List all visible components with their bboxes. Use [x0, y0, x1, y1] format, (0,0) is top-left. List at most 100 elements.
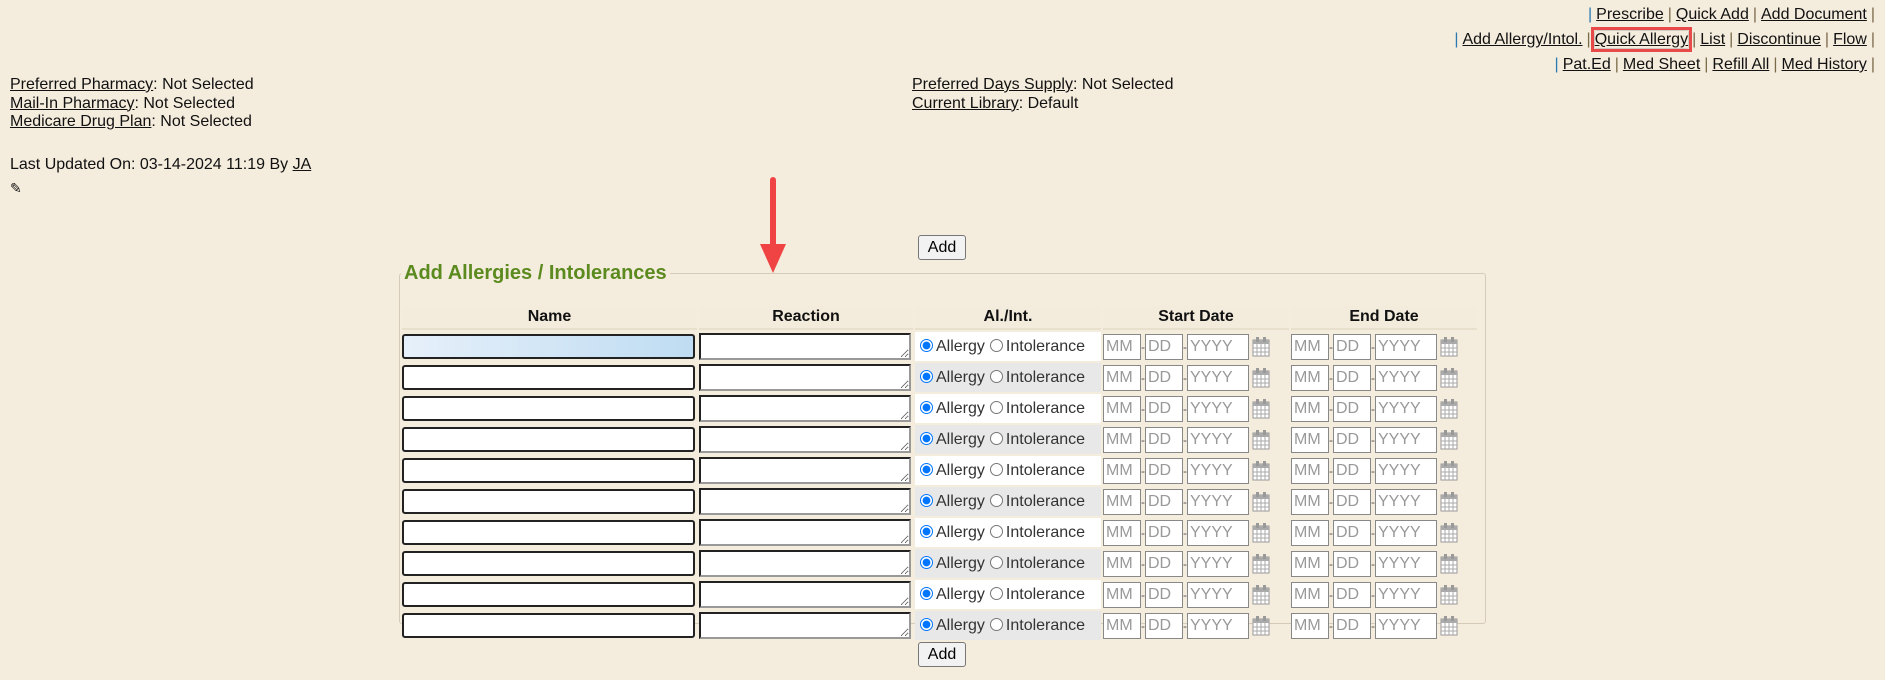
- end-year-input[interactable]: [1375, 519, 1437, 546]
- end-month-input[interactable]: [1291, 612, 1329, 639]
- end-day-input[interactable]: [1333, 612, 1371, 639]
- start-month-input[interactable]: [1103, 333, 1141, 360]
- start-day-input[interactable]: [1145, 426, 1183, 453]
- allergy-radio[interactable]: [920, 493, 933, 507]
- end-day-input[interactable]: [1333, 364, 1371, 391]
- calendar-icon[interactable]: [1440, 367, 1458, 388]
- start-month-input[interactable]: [1103, 426, 1141, 453]
- intolerance-radio[interactable]: [989, 431, 1003, 445]
- allergy-name-input[interactable]: [402, 365, 695, 390]
- end-month-input[interactable]: [1291, 550, 1329, 577]
- start-day-input[interactable]: [1145, 333, 1183, 360]
- start-day-input[interactable]: [1145, 395, 1183, 422]
- start-month-input[interactable]: [1103, 612, 1141, 639]
- allergy-radio[interactable]: [920, 524, 933, 538]
- intolerance-radio[interactable]: [989, 338, 1003, 352]
- end-day-input[interactable]: [1333, 488, 1371, 515]
- end-year-input[interactable]: [1375, 581, 1437, 608]
- nav-link-pat-ed[interactable]: Pat.Ed: [1562, 56, 1611, 73]
- end-year-input[interactable]: [1375, 364, 1437, 391]
- current-library-link[interactable]: Current Library: [912, 94, 1019, 112]
- allergy-name-input[interactable]: [402, 458, 695, 483]
- allergy-name-input[interactable]: [402, 551, 695, 576]
- start-year-input[interactable]: [1187, 457, 1249, 484]
- calendar-icon[interactable]: [1440, 491, 1458, 512]
- start-year-input[interactable]: [1187, 519, 1249, 546]
- calendar-icon[interactable]: [1252, 398, 1270, 419]
- end-month-input[interactable]: [1291, 395, 1329, 422]
- reaction-input[interactable]: [699, 550, 911, 577]
- intolerance-radio[interactable]: [989, 617, 1003, 631]
- calendar-icon[interactable]: [1252, 460, 1270, 481]
- end-day-input[interactable]: [1333, 519, 1371, 546]
- reaction-input[interactable]: [699, 457, 911, 484]
- nav-link-quick-add[interactable]: Quick Add: [1675, 6, 1749, 23]
- reaction-input[interactable]: [699, 612, 911, 639]
- intolerance-radio[interactable]: [989, 586, 1003, 600]
- start-year-input[interactable]: [1187, 426, 1249, 453]
- start-month-input[interactable]: [1103, 519, 1141, 546]
- start-month-input[interactable]: [1103, 364, 1141, 391]
- calendar-icon[interactable]: [1252, 522, 1270, 543]
- allergy-name-input[interactable]: [402, 613, 695, 638]
- pencil-edit-icon[interactable]: ✎: [10, 180, 22, 196]
- add-button-top[interactable]: Add: [918, 235, 966, 260]
- calendar-icon[interactable]: [1252, 429, 1270, 450]
- allergy-name-input[interactable]: [402, 582, 695, 607]
- start-month-input[interactable]: [1103, 581, 1141, 608]
- end-month-input[interactable]: [1291, 581, 1329, 608]
- end-day-input[interactable]: [1333, 550, 1371, 577]
- nav-link-prescribe[interactable]: Prescribe: [1596, 6, 1664, 23]
- allergy-radio[interactable]: [920, 369, 933, 383]
- nav-link-quick-allergy[interactable]: Quick Allergy: [1590, 27, 1693, 52]
- intolerance-radio[interactable]: [989, 369, 1003, 383]
- nav-link-med-sheet[interactable]: Med Sheet: [1622, 56, 1701, 73]
- calendar-icon[interactable]: [1440, 398, 1458, 419]
- allergy-radio[interactable]: [920, 462, 933, 476]
- end-month-input[interactable]: [1291, 426, 1329, 453]
- calendar-icon[interactable]: [1252, 491, 1270, 512]
- medicare-plan-link[interactable]: Medicare Drug Plan: [10, 113, 152, 130]
- end-month-input[interactable]: [1291, 333, 1329, 360]
- start-day-input[interactable]: [1145, 457, 1183, 484]
- calendar-icon[interactable]: [1440, 615, 1458, 636]
- calendar-icon[interactable]: [1252, 553, 1270, 574]
- reaction-input[interactable]: [699, 333, 911, 360]
- allergy-radio[interactable]: [920, 431, 933, 445]
- nav-link-refill-all[interactable]: Refill All: [1712, 56, 1770, 73]
- end-day-input[interactable]: [1333, 426, 1371, 453]
- reaction-input[interactable]: [699, 488, 911, 515]
- reaction-input[interactable]: [699, 519, 911, 546]
- calendar-icon[interactable]: [1252, 615, 1270, 636]
- start-year-input[interactable]: [1187, 395, 1249, 422]
- start-month-input[interactable]: [1103, 395, 1141, 422]
- nav-link-add-document[interactable]: Add Document: [1761, 6, 1867, 23]
- allergy-radio[interactable]: [920, 555, 933, 569]
- start-month-input[interactable]: [1103, 457, 1141, 484]
- end-day-input[interactable]: [1333, 333, 1371, 360]
- intolerance-radio[interactable]: [989, 555, 1003, 569]
- start-year-input[interactable]: [1187, 488, 1249, 515]
- end-year-input[interactable]: [1375, 612, 1437, 639]
- allergy-radio[interactable]: [920, 400, 933, 414]
- nav-link-add-allergy-intol-[interactable]: Add Allergy/Intol.: [1462, 31, 1583, 48]
- allergy-radio[interactable]: [920, 617, 933, 631]
- reaction-input[interactable]: [699, 426, 911, 453]
- mailin-pharmacy-link[interactable]: Mail-In Pharmacy: [10, 94, 135, 112]
- start-month-input[interactable]: [1103, 488, 1141, 515]
- end-month-input[interactable]: [1291, 457, 1329, 484]
- calendar-icon[interactable]: [1440, 429, 1458, 450]
- calendar-icon[interactable]: [1440, 460, 1458, 481]
- start-year-input[interactable]: [1187, 550, 1249, 577]
- calendar-icon[interactable]: [1252, 367, 1270, 388]
- start-year-input[interactable]: [1187, 612, 1249, 639]
- calendar-icon[interactable]: [1440, 522, 1458, 543]
- end-month-input[interactable]: [1291, 488, 1329, 515]
- start-day-input[interactable]: [1145, 581, 1183, 608]
- end-year-input[interactable]: [1375, 488, 1437, 515]
- preferred-pharmacy-link[interactable]: Preferred Pharmacy: [10, 76, 154, 93]
- end-year-input[interactable]: [1375, 426, 1437, 453]
- add-button-bottom[interactable]: Add: [918, 642, 966, 667]
- reaction-input[interactable]: [699, 395, 911, 422]
- end-day-input[interactable]: [1333, 457, 1371, 484]
